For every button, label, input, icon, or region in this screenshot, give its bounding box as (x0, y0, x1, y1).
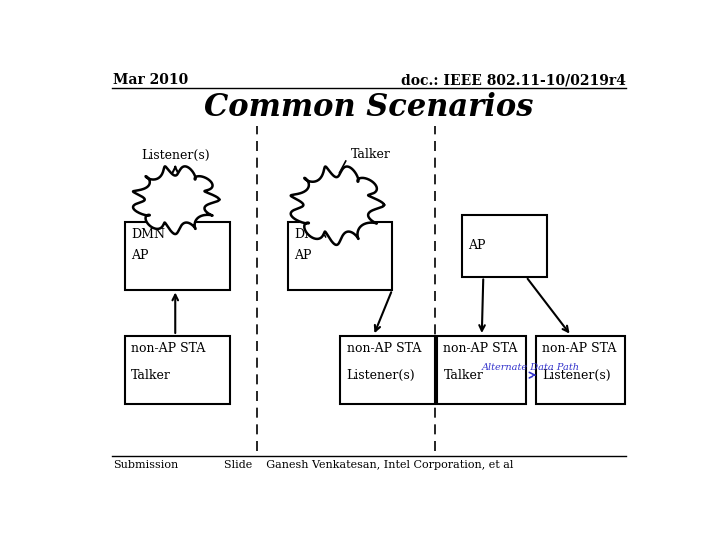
Bar (341, 336, 435, 403)
Text: Slide    Ganesh Venkatesan, Intel Corporation, et al: Slide Ganesh Venkatesan, Intel Corporati… (225, 460, 513, 470)
Bar (536, 336, 625, 403)
Text: AP: AP (468, 239, 486, 252)
Text: doc.: IEEE 802.11-10/0219r4: doc.: IEEE 802.11-10/0219r4 (402, 73, 626, 87)
Text: Submission: Submission (113, 460, 179, 470)
Text: Alternate Data Path: Alternate Data Path (482, 363, 580, 372)
Bar (462, 215, 547, 276)
Text: non-AP STA: non-AP STA (542, 342, 616, 355)
Text: AP: AP (131, 249, 148, 262)
Text: AP: AP (294, 249, 311, 262)
Text: Talker: Talker (131, 369, 171, 382)
Text: Talker: Talker (444, 369, 483, 382)
Bar (437, 336, 526, 403)
Text: Talker: Talker (351, 148, 390, 161)
Bar (125, 222, 230, 289)
Polygon shape (291, 166, 384, 245)
Text: Listener(s): Listener(s) (141, 149, 210, 162)
Text: Mar 2010: Mar 2010 (113, 73, 189, 87)
Text: Listener(s): Listener(s) (542, 369, 611, 382)
Text: non-AP STA: non-AP STA (346, 342, 421, 355)
Text: non-AP STA: non-AP STA (131, 342, 205, 355)
Text: non-AP STA: non-AP STA (444, 342, 518, 355)
Text: DMN: DMN (131, 228, 165, 241)
Text: Listener(s): Listener(s) (346, 369, 415, 382)
Text: Common Scenarios: Common Scenarios (204, 92, 534, 124)
Text: DMN: DMN (294, 228, 328, 241)
Polygon shape (133, 166, 219, 234)
Bar (287, 222, 392, 289)
Bar (125, 336, 230, 403)
